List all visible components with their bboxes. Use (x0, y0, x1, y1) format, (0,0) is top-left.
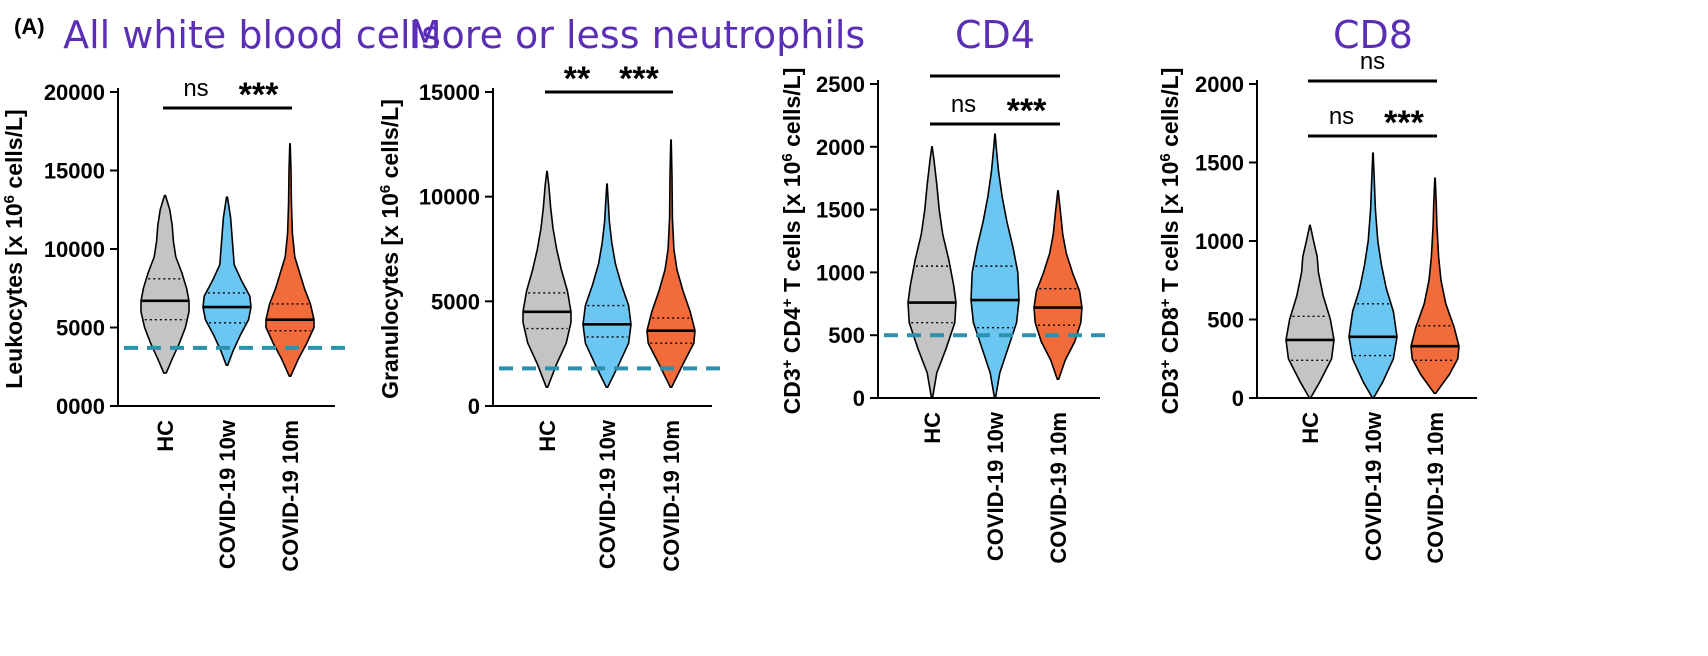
chart-panel-4: CD8 CD3+ CD8+ T cells [x 106 cells/L] 0 500… (1157, 13, 1477, 564)
violin-1 (140, 194, 190, 374)
y-tick-label: 0 (853, 386, 865, 411)
y-tick-label: 15000 (419, 80, 480, 105)
x-tick-label: COVID-19 10m (1046, 412, 1071, 564)
significance-label: ** (564, 60, 591, 98)
x-tick-label: COVID-19 10m (659, 420, 684, 572)
x-tick-label: HC (153, 420, 178, 452)
y-tick-label: 500 (828, 323, 865, 348)
x-tick-label: HC (535, 420, 560, 452)
chart-panel-3: CD4 CD3+ CD4+ T cells [x 106 cells/L] 0 500… (779, 13, 1110, 564)
y-tick-label: 1000 (816, 260, 865, 285)
y-axis-title: Granulocytes [x 106 cells/L] (377, 99, 404, 399)
y-tick-label: 2500 (816, 72, 865, 97)
y-tick-label: 1000 (1195, 229, 1244, 254)
y-tick-label: 15000 (44, 159, 105, 184)
y-tick-label: 0 (468, 394, 480, 419)
panel-label: (A) (14, 14, 45, 39)
significance-label: ns (951, 91, 976, 118)
y-tick-label: 2000 (816, 135, 865, 160)
y-tick-label: 10000 (419, 185, 480, 210)
violin-2 (202, 196, 252, 366)
panel-title: All white blood cells (63, 13, 441, 57)
y-tick-label: 20000 (44, 80, 105, 105)
y-axis-title: CD3+ CD4+ T cells [x 106 cells/L] (779, 68, 806, 415)
x-tick-label: COVID-19 10w (1361, 411, 1386, 561)
x-tick-label: COVID-19 10m (278, 420, 303, 572)
y-tick-label: 1500 (1195, 151, 1244, 176)
violin-2 (970, 133, 1020, 399)
panel-title: More or less neutrophils (409, 13, 865, 57)
x-tick-label: COVID-19 10w (215, 419, 240, 569)
violin-3 (646, 139, 696, 388)
y-tick-label: 0000 (56, 394, 105, 419)
y-tick-label: 0 (1232, 386, 1244, 411)
chart-panel-2: More or less neutrophils Granulocytes [x … (377, 13, 866, 572)
x-tick-label: HC (920, 412, 945, 444)
significance-label: ns (183, 75, 208, 102)
violin-3 (265, 143, 315, 377)
violin-2 (582, 183, 632, 388)
violin-3 (1410, 177, 1460, 395)
violin-1 (907, 146, 957, 399)
panel-title: CD8 (1333, 13, 1413, 57)
significance-label: ns (1360, 48, 1385, 75)
x-tick-label: HC (1298, 412, 1323, 444)
y-axis-title: Leukocytes [x 106 cells/L] (1, 109, 28, 388)
significance-label: *** (619, 60, 659, 98)
violin-3 (1033, 189, 1083, 380)
y-tick-label: 5000 (56, 316, 105, 341)
violin-2 (1348, 152, 1398, 399)
significance-label: *** (239, 76, 279, 114)
significance-label: *** (1007, 92, 1047, 130)
y-tick-label: 10000 (44, 237, 105, 262)
y-tick-label: 5000 (431, 289, 480, 314)
y-axis-title: CD3+ CD8+ T cells [x 106 cells/L] (1157, 68, 1184, 415)
panel-title: CD4 (955, 13, 1035, 57)
significance-label: *** (1384, 104, 1424, 142)
y-tick-label: 1500 (816, 198, 865, 223)
y-tick-label: 2000 (1195, 72, 1244, 97)
x-tick-label: COVID-19 10w (595, 419, 620, 569)
x-tick-label: COVID-19 10w (983, 411, 1008, 561)
chart-panel-1: All white blood cells Leukocytes [x 106 c… (1, 13, 441, 572)
x-tick-label: COVID-19 10m (1423, 412, 1448, 564)
violin-1 (1285, 224, 1335, 399)
y-tick-label: 500 (1207, 308, 1244, 333)
significance-label: ns (1329, 103, 1354, 130)
violin-1 (522, 170, 572, 388)
